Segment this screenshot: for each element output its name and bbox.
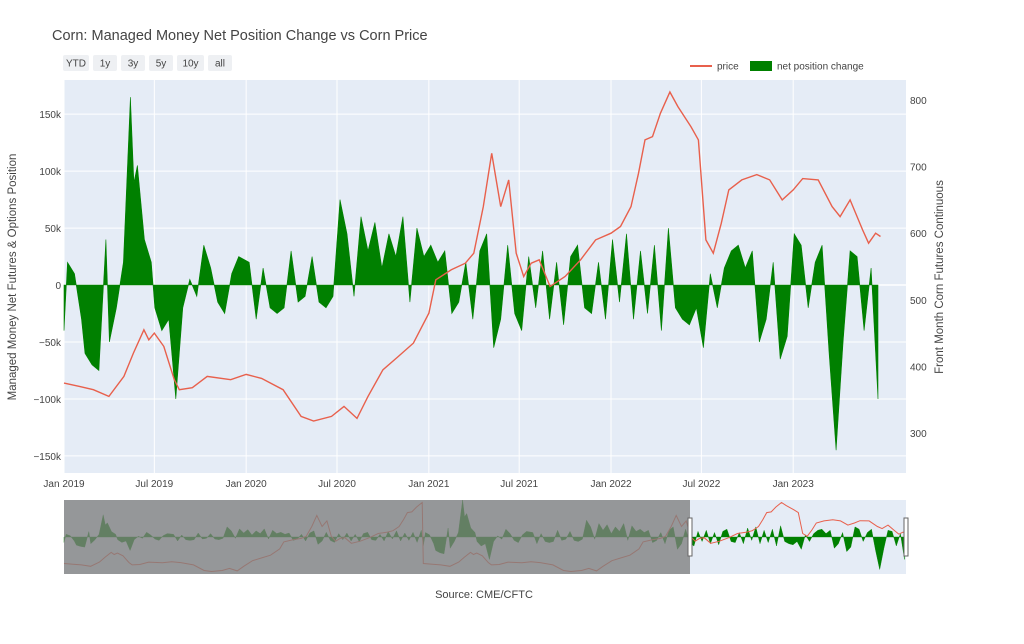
range-button-label: 5y <box>156 59 167 70</box>
left-tick-label: 150k <box>39 110 62 121</box>
x-axis: Jan 2019 Jul 2019 Jan 2020 Jul 2020 Jan 2021… <box>43 479 814 490</box>
left-tick-label: 0 <box>55 281 61 292</box>
right-axis-label: Front Month Corn Futures Continuous <box>934 180 946 374</box>
right-tick-label: 700 <box>910 163 927 174</box>
x-tick-label: Jul 2020 <box>318 479 356 490</box>
range-button-3y[interactable]: 3y <box>121 55 145 71</box>
range-button-bg <box>208 55 232 71</box>
range-slider-mask <box>64 500 690 574</box>
left-axis-label: Managed Money Net Futures & Options Posi… <box>7 154 19 401</box>
left-axis: 150k 100k 50k 0 −50k −100k −150k <box>33 110 62 463</box>
right-tick-label: 600 <box>910 229 927 240</box>
legend-price-label: price <box>717 62 739 73</box>
price-line <box>63 90 881 422</box>
x-tick-label: Jul 2021 <box>500 479 538 490</box>
right-tick-label: 500 <box>910 296 927 307</box>
range-selector: YTD 1y 3y 5y 10y all <box>63 55 232 71</box>
right-tick-label: 400 <box>910 362 927 373</box>
right-tick-label: 300 <box>910 429 927 440</box>
x-tick-label: Jan 2022 <box>590 479 632 490</box>
range-button-bg <box>177 55 204 71</box>
legend-net-position-label: net position change <box>777 62 864 73</box>
right-tick-label: 800 <box>910 96 927 107</box>
range-button-5y[interactable]: 5y <box>149 55 173 71</box>
range-button-label: 10y <box>182 59 198 70</box>
range-button-bg <box>149 55 173 71</box>
x-tick-label: Jan 2021 <box>408 479 450 490</box>
range-button-label: YTD <box>66 59 86 70</box>
x-tick-label: Jul 2019 <box>135 479 173 490</box>
left-tick-label: 100k <box>39 167 62 178</box>
range-button-bg <box>63 55 89 71</box>
right-axis: 800 700 600 500 400 300 <box>910 96 927 440</box>
range-button-label: 3y <box>128 59 139 70</box>
range-slider[interactable] <box>63 499 909 574</box>
range-button-bg <box>121 55 145 71</box>
x-tick-label: Jan 2020 <box>226 479 268 490</box>
x-tick-label: Jul 2022 <box>682 479 720 490</box>
range-button-bg <box>93 55 117 71</box>
range-button-10y[interactable]: 10y <box>177 55 204 71</box>
left-tick-label: −50k <box>39 338 62 349</box>
source-note: Source: CME/CFTC <box>435 589 533 601</box>
left-tick-label: −100k <box>33 395 62 406</box>
x-tick-label: Jan 2019 <box>43 479 85 490</box>
range-slider-handle-right[interactable] <box>903 517 909 557</box>
legend-net-position-swatch <box>750 61 772 71</box>
range-slider-handle-left[interactable] <box>687 517 693 557</box>
left-tick-label: −150k <box>33 452 62 463</box>
range-button-1y[interactable]: 1y <box>93 55 117 71</box>
range-button-ytd[interactable]: YTD <box>63 55 89 71</box>
range-button-label: all <box>215 59 225 70</box>
left-tick-label: 50k <box>45 224 62 235</box>
price-series <box>63 90 881 422</box>
legend: price net position change <box>690 61 864 73</box>
chart-title: Corn: Managed Money Net Position Change … <box>52 28 428 44</box>
range-button-all[interactable]: all <box>208 55 232 71</box>
x-tick-label: Jan 2023 <box>773 479 815 490</box>
range-button-label: 1y <box>100 59 111 70</box>
